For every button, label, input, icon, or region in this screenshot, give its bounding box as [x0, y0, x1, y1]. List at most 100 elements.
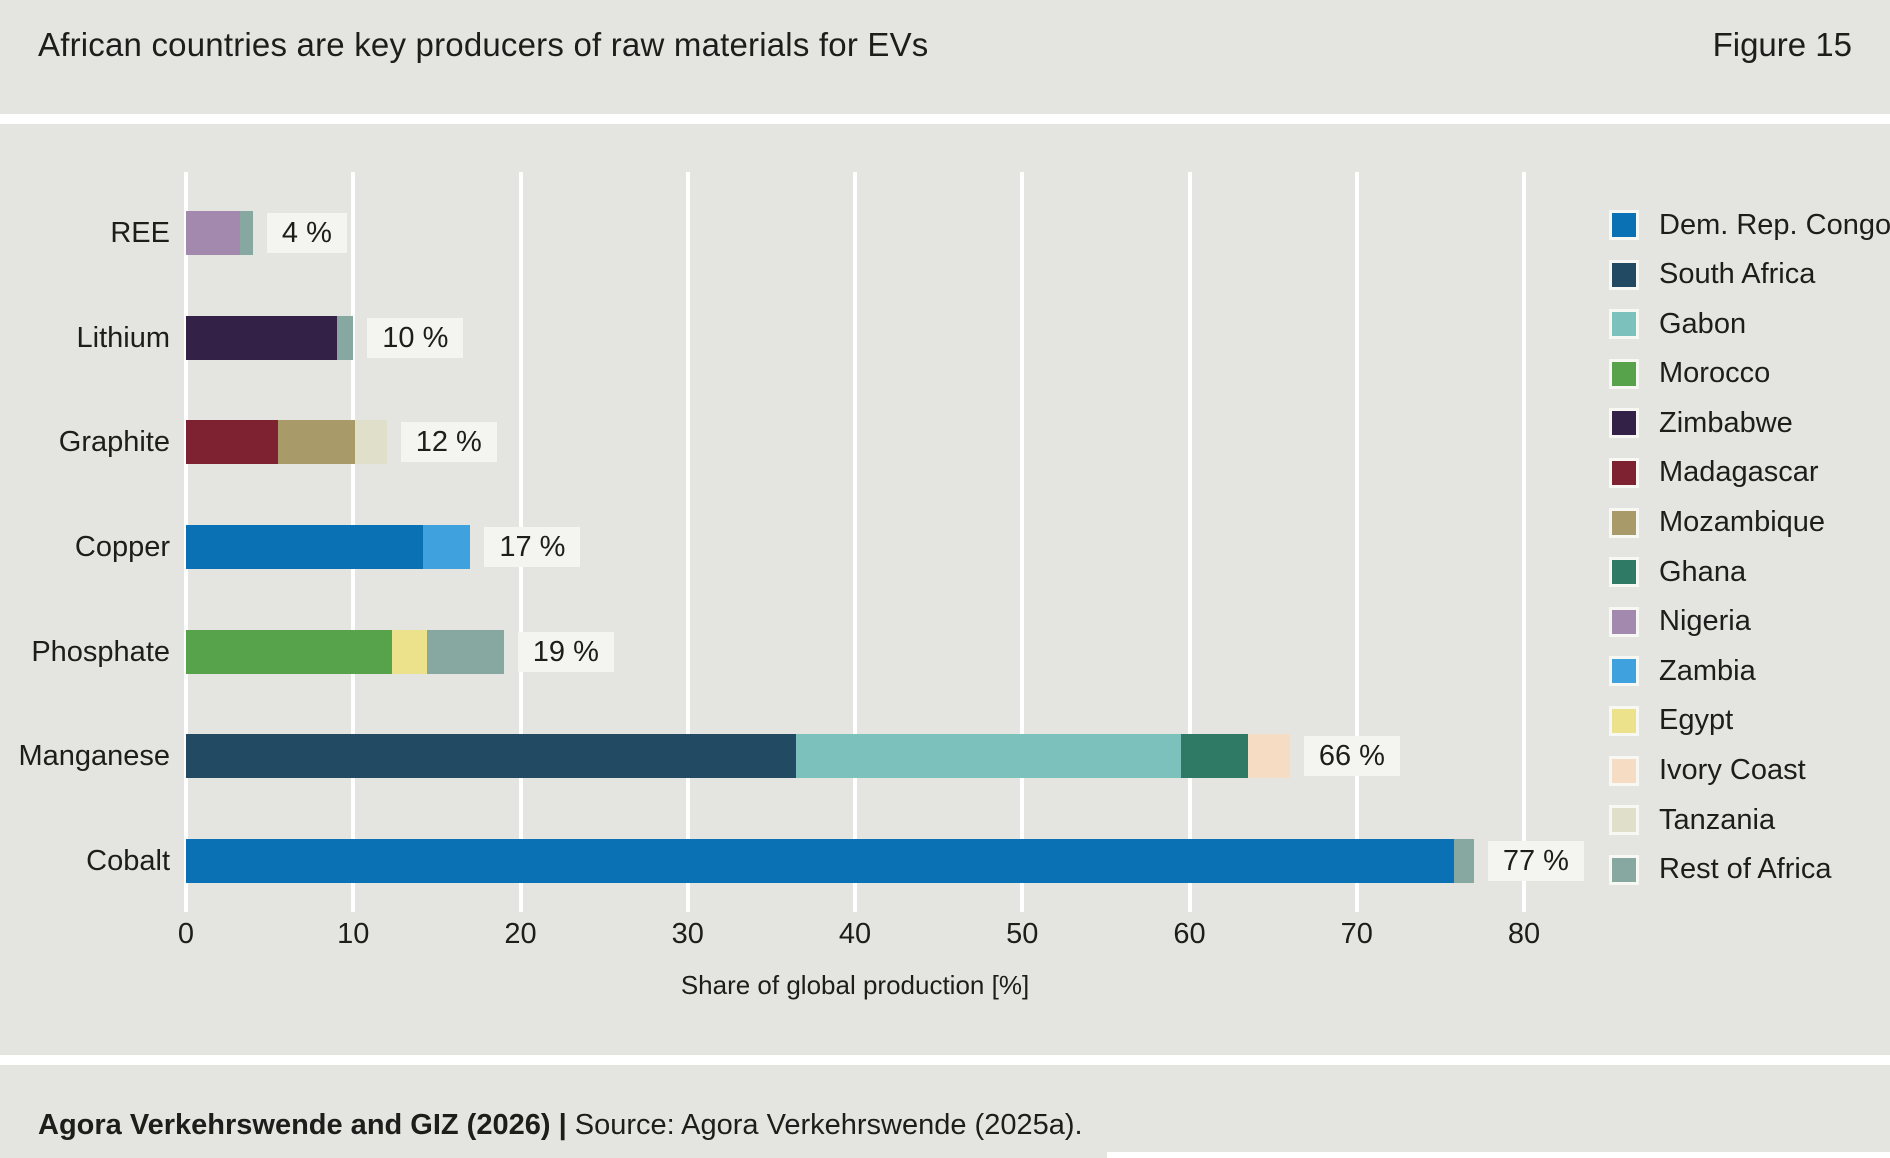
gridline-30 [685, 172, 690, 912]
gridline-50 [1020, 172, 1025, 912]
category-label-graphite: Graphite [58, 426, 170, 458]
legend-item-egypt: Egypt [1609, 704, 1890, 737]
legend-label: Zambia [1659, 654, 1756, 687]
legend-swatch-madagascar [1609, 457, 1639, 488]
x-tick-label-70: 70 [1340, 918, 1373, 950]
credit-text: Agora Verkehrswende and GIZ (2026) | [38, 1109, 567, 1141]
legend-swatch-nigeria [1609, 606, 1639, 637]
footer-divider [0, 1055, 1890, 1065]
legend-label: Egypt [1659, 704, 1734, 737]
legend-swatch-ghana [1609, 557, 1639, 588]
legend-label: Dem. Rep. Congo [1659, 208, 1890, 241]
bar-segment-rest-of-africa [336, 316, 354, 360]
value-label-lithium: 10 % [367, 318, 464, 358]
bar-cobalt [186, 839, 1474, 883]
x-tick-label-50: 50 [1006, 918, 1039, 950]
value-label-graphite: 12 % [400, 422, 497, 462]
legend-label: Madagascar [1659, 456, 1819, 489]
source-line: Agora Verkehrswende and GIZ (2026) | Sou… [38, 1109, 1083, 1142]
x-tick-label-20: 20 [504, 918, 537, 950]
legend-item-tanzania: Tanzania [1609, 803, 1890, 836]
gridline-60 [1187, 172, 1192, 912]
category-label-manganese: Manganese [18, 740, 170, 772]
gridline-80 [1522, 172, 1526, 912]
legend-item-rest-of-africa: Rest of Africa [1609, 853, 1890, 886]
legend-swatch-rest-of-africa [1609, 854, 1639, 885]
legend-item-dem-rep-congo: Dem. Rep. Congo [1609, 208, 1890, 241]
legend-item-madagascar: Madagascar [1609, 456, 1890, 489]
category-label-phosphate: Phosphate [31, 636, 170, 668]
value-label-ree: 4 % [266, 213, 347, 253]
bar-segment-dem-rep-congo [186, 839, 1454, 883]
source-text: Source: Agora Verkehrswende (2025a). [574, 1109, 1083, 1141]
value-label-manganese: 66 % [1303, 736, 1400, 776]
legend-label: Rest of Africa [1659, 853, 1832, 886]
legend-label: Ivory Coast [1659, 754, 1806, 787]
legend-item-ghana: Ghana [1609, 555, 1890, 588]
legend-label: Morocco [1659, 357, 1771, 390]
legend-label: Gabon [1659, 307, 1747, 340]
x-tick-label-30: 30 [671, 918, 704, 950]
bar-graphite [186, 420, 387, 464]
legend-swatch-zimbabwe [1609, 408, 1639, 439]
bar-segment-nigeria [186, 211, 240, 255]
legend-label: Mozambique [1659, 506, 1826, 539]
legend-item-zambia: Zambia [1609, 654, 1890, 687]
legend-swatch-mozambique [1609, 507, 1639, 538]
x-tick-label-40: 40 [838, 918, 872, 950]
category-label-cobalt: Cobalt [86, 845, 170, 877]
legend-item-south-africa: South Africa [1609, 258, 1890, 291]
legend-swatch-egypt [1609, 705, 1639, 736]
bar-segment-zimbabwe [186, 316, 337, 360]
legend-label: Nigeria [1659, 605, 1751, 638]
value-label-copper: 17 % [484, 527, 581, 567]
chart-legend: Dem. Rep. Congo South Africa Gabon Morocco Z… [1609, 208, 1890, 904]
bar-segment-ghana [1181, 734, 1249, 778]
legend-label: Ghana [1659, 555, 1747, 588]
bar-segment-rest-of-africa [239, 211, 253, 255]
legend-swatch-zambia [1609, 656, 1639, 687]
legend-item-gabon: Gabon [1609, 307, 1890, 340]
legend-item-ivory-coast: Ivory Coast [1609, 754, 1890, 787]
legend-label: Zimbabwe [1659, 406, 1793, 439]
bar-segment-gabon [796, 734, 1182, 778]
bar-segment-mozambique [277, 420, 355, 464]
bottom-white-strip [1107, 1152, 1890, 1158]
bar-manganese [186, 734, 1290, 778]
legend-swatch-gabon [1609, 309, 1639, 340]
bar-segment-madagascar [186, 420, 278, 464]
bar-segment-egypt [391, 630, 427, 674]
bar-phosphate [186, 630, 504, 674]
legend-item-nigeria: Nigeria [1609, 605, 1890, 638]
value-label-phosphate: 19 % [517, 632, 614, 672]
bar-ree [186, 211, 253, 255]
bar-copper [186, 525, 471, 569]
bar-segment-zambia [423, 525, 471, 569]
category-label-lithium: Lithium [76, 322, 171, 354]
header-divider [0, 114, 1890, 124]
legend-label: South Africa [1659, 258, 1816, 291]
legend-item-morocco: Morocco [1609, 357, 1890, 390]
figure-number-label: Figure 15 [1712, 26, 1852, 63]
value-label-cobalt: 77 % [1487, 841, 1584, 881]
legend-swatch-dem-rep-congo [1609, 210, 1639, 240]
x-tick-label-60: 60 [1173, 918, 1206, 950]
x-tick-label-0: 0 [177, 918, 195, 950]
legend-swatch-morocco [1609, 358, 1639, 389]
legend-label: Tanzania [1659, 803, 1776, 836]
x-tick-label-80: 80 [1507, 918, 1541, 950]
page-title: African countries are key producers of r… [38, 26, 929, 63]
legend-swatch-tanzania [1609, 805, 1639, 836]
bar-segment-dem-rep-congo [186, 525, 424, 569]
figure-footer: Agora Verkehrswende and GIZ (2026) | Sou… [0, 1065, 1890, 1158]
bar-segment-rest-of-africa [1453, 839, 1474, 883]
bar-segment-south-africa [186, 734, 797, 778]
x-tick-label-10: 10 [337, 918, 370, 950]
bar-segment-tanzania [354, 420, 387, 464]
legend-swatch-south-africa [1609, 259, 1639, 290]
figure-header: African countries are key producers of r… [0, 0, 1890, 114]
x-axis-title: Share of global production [%] [680, 970, 1030, 1000]
gridline-70 [1354, 172, 1359, 912]
